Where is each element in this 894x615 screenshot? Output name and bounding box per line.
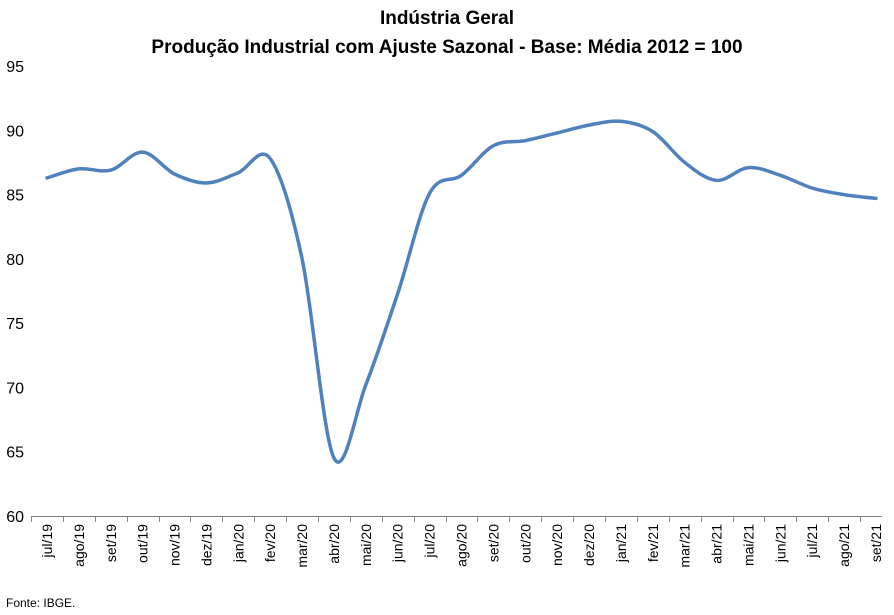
x-tick-label: jun/20	[390, 524, 406, 563]
x-tick-label: jul/21	[804, 524, 820, 559]
x-tick-label: mar/21	[677, 524, 693, 568]
x-tick-label: dez/19	[198, 524, 214, 566]
y-tick-label: 80	[6, 252, 24, 269]
x-tick-label: abr/21	[709, 524, 725, 564]
x-tick-label: nov/20	[549, 524, 565, 566]
source-note: Fonte: IBGE.	[6, 596, 76, 610]
x-tick-label: dez/20	[581, 524, 597, 566]
x-tick-label: set/20	[485, 524, 501, 562]
x-tick-label: set/19	[103, 524, 119, 562]
y-tick-label: 70	[6, 380, 24, 397]
y-tick-label: 65	[6, 445, 24, 462]
y-tick-label: 85	[6, 188, 24, 205]
x-tick-label: jun/21	[772, 524, 788, 563]
x-tick-label: jan/20	[230, 524, 246, 563]
x-tick-label: ago/21	[836, 524, 852, 567]
x-tick-label: ago/20	[454, 524, 470, 567]
x-tick-label: mai/20	[358, 524, 374, 566]
series-line	[45, 119, 878, 464]
x-tick-label: abr/20	[326, 524, 342, 564]
x-tick-label: nov/19	[167, 524, 183, 566]
y-tick-label: 95	[6, 59, 24, 76]
x-tick-label: jul/19	[39, 524, 55, 559]
x-tick-label: out/19	[135, 524, 151, 563]
x-tick-label: jul/20	[422, 524, 438, 559]
x-tick-label: jan/21	[613, 524, 629, 563]
chart-title: Indústria Geral	[379, 8, 515, 29]
y-tick-label: 75	[6, 316, 24, 333]
x-tick-label: fev/20	[262, 524, 278, 562]
x-tick-label: set/21	[868, 524, 884, 562]
chart-subtitle: Produção Industrial com Ajuste Sazonal -…	[151, 37, 743, 58]
x-tick-label: ago/19	[71, 524, 87, 567]
y-tick-label: 60	[6, 509, 24, 526]
x-tick-label: mar/20	[294, 524, 310, 568]
y-tick-label: 90	[6, 123, 24, 140]
x-tick-label: fev/21	[645, 524, 661, 562]
x-tick-label: out/20	[517, 524, 533, 563]
x-tick-label: mai/21	[740, 524, 756, 566]
